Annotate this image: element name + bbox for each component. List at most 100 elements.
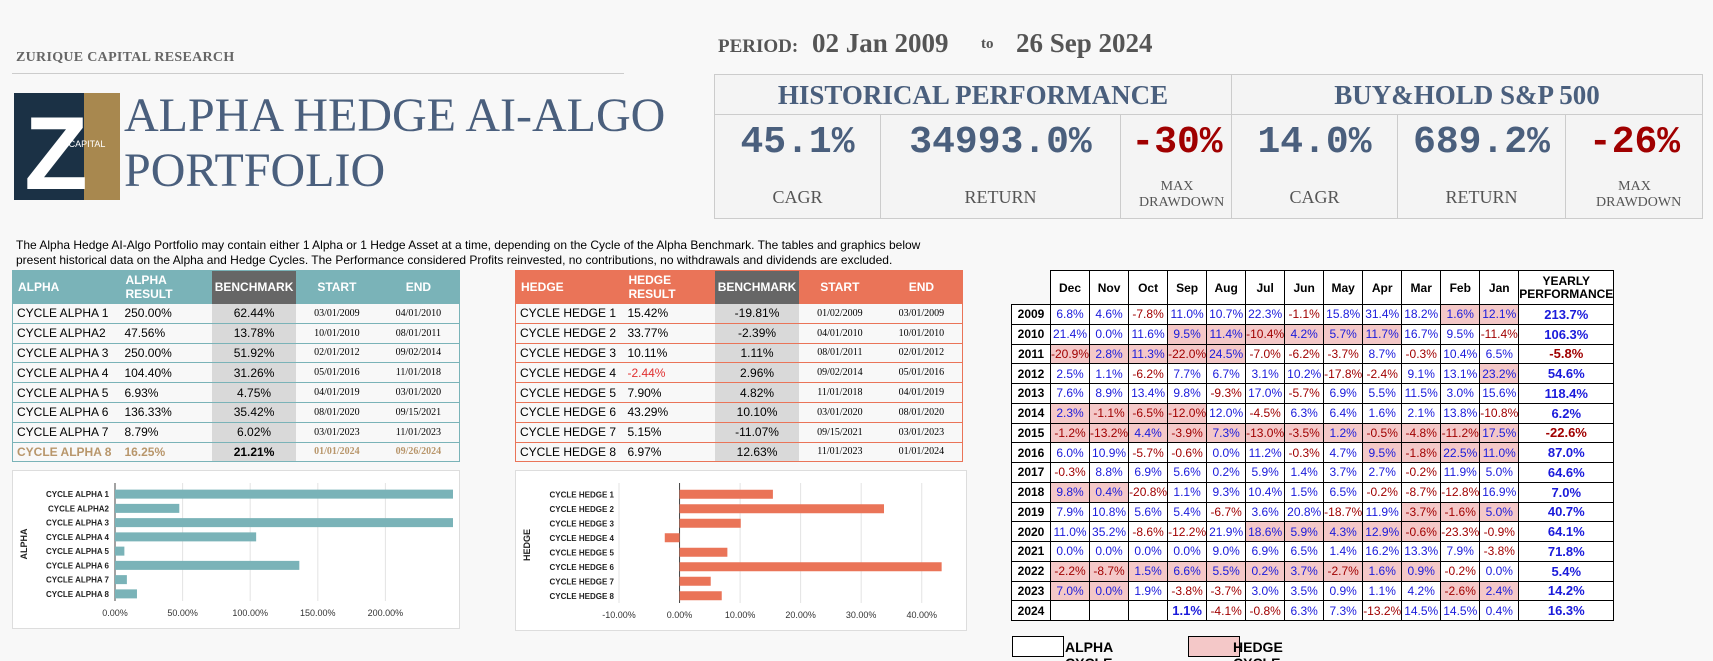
year-cell: 2015 — [1011, 422, 1051, 444]
hedge-cycle-name: CYCLE HEDGE 8 — [515, 442, 624, 463]
hedge-cycle-name: CYCLE HEDGE 3 — [515, 343, 624, 364]
historical-maxdd: -30% MAX DRAWDOWN — [1121, 115, 1233, 219]
bar-cycle-hedge-1 — [679, 489, 773, 499]
month-return-cell: 0.0% — [1089, 541, 1130, 562]
month-return-cell: -0.2% — [1401, 462, 1442, 483]
y-axis-label: ALPHA — [19, 528, 29, 559]
bar-cycle-alpha-4 — [115, 532, 257, 542]
month-return-cell: -0.5% — [1362, 422, 1403, 444]
month-return-cell: 11.7% — [1362, 323, 1403, 345]
month-return-cell: 0.4% — [1089, 481, 1130, 503]
month-return-cell: 15.6% — [1479, 383, 1520, 404]
month-header: Sep — [1167, 270, 1208, 305]
month-return-cell: 5.9% — [1284, 521, 1325, 542]
bar-cycle-hedge-7 — [679, 576, 711, 586]
monthly-row: 2018 9.8% 0.4% -20.8% 1.1% 9.3% 10.4% 1.5% 6.5% -… — [1011, 481, 1615, 503]
historical-cagr: 45.1% CAGR — [715, 115, 881, 219]
portfolio-description: The Alpha Hedge AI-Algo Portfolio may co… — [16, 238, 921, 267]
buyhold-return-value: 689.2% — [1413, 121, 1550, 164]
month-return-cell: 8.9% — [1089, 383, 1130, 404]
hedge-benchmark: 12.63% — [715, 442, 799, 463]
month-return-cell: 5.4% — [1167, 501, 1208, 523]
month-return-cell: 18.2% — [1401, 304, 1442, 325]
hedge-benchmark: -2.39% — [715, 323, 799, 344]
month-return-cell: -2.7% — [1323, 560, 1364, 582]
yearly-performance-cell: -22.6% — [1518, 422, 1615, 444]
month-return-cell: 10.7% — [1206, 304, 1247, 325]
month-return-cell: 0.0% — [1479, 560, 1520, 582]
year-cell: 2014 — [1011, 402, 1051, 424]
hedge-cycle-result: 10.11% — [623, 343, 716, 364]
month-header: Dec — [1049, 270, 1091, 305]
month-return-cell: 1.5% — [1284, 481, 1325, 503]
month-return-cell: 7.0% — [1049, 580, 1091, 602]
x-tick-label: 200.00% — [368, 608, 404, 618]
alpha-row: CYCLE ALPHA 1 250.00% 62.44% 03/01/2009 04/0… — [12, 303, 460, 324]
month-return-cell: 6.5% — [1284, 541, 1325, 562]
month-return-cell: 6.3% — [1284, 402, 1325, 424]
bar-cycle-hedge-2 — [679, 504, 885, 514]
hedge-start-date: 11/01/2018 — [799, 382, 881, 403]
month-return-cell: 0.9% — [1401, 560, 1442, 582]
hedge-cycle-name: CYCLE HEDGE 2 — [515, 323, 624, 344]
hedge-cycle-result: -2.44% — [623, 362, 716, 384]
category-label: CYCLE ALPHA 8 — [46, 590, 110, 599]
month-return-cell: -3.5% — [1284, 422, 1325, 444]
month-return-cell: 5.9% — [1245, 462, 1286, 483]
x-tick-label: 50.00% — [167, 608, 198, 618]
month-return-cell: 1.4% — [1323, 541, 1364, 562]
category-label: CYCLE HEDGE 7 — [550, 577, 615, 586]
month-return-cell: 10.4% — [1245, 481, 1286, 503]
year-cell: 2022 — [1011, 560, 1051, 582]
month-return-cell: 22.3% — [1245, 304, 1286, 325]
col-header-hedge: HEDGE — [515, 270, 624, 304]
month-return-cell: 6.7% — [1206, 363, 1247, 384]
month-return-cell: 4.7% — [1323, 442, 1364, 463]
buyhold-return: 689.2% RETURN — [1398, 115, 1566, 219]
hedge-end-date: 04/01/2019 — [880, 382, 963, 403]
month-return-cell: 1.9% — [1128, 580, 1169, 602]
monthly-row: 2020 11.0% 35.2% -8.6% -12.2% 21.9% 18.6% 5.9% 4… — [1011, 521, 1615, 542]
hedge-start-date: 04/01/2010 — [799, 323, 881, 344]
col-header-alpha-result: ALPHA RESULT — [120, 270, 213, 304]
month-return-cell: 10.4% — [1440, 343, 1481, 365]
month-return-cell: 3.6% — [1245, 501, 1286, 523]
alpha-cycle-name: CYCLE ALPHA 3 — [12, 343, 121, 364]
hedge-cycles-table: HEDGE HEDGE RESULT BENCHMARK START END C… — [515, 270, 963, 463]
month-return-cell: -20.9% — [1049, 343, 1091, 365]
alpha-row: CYCLE ALPHA 8 16.25% 21.21% 01/01/2024 09/26… — [12, 442, 460, 463]
yearly-performance-cell: 14.2% — [1518, 580, 1615, 602]
category-label: CYCLE ALPHA 5 — [46, 547, 110, 556]
hedge-row: CYCLE HEDGE 5 7.90% 4.82% 11/01/2018 04/01/2… — [515, 382, 963, 403]
historical-return-value: 34993.0% — [909, 121, 1092, 164]
alpha-end-date: 09/15/2021 — [377, 402, 460, 423]
alpha-row: CYCLE ALPHA2 47.56% 13.78% 10/01/2010 08/01/… — [12, 323, 460, 344]
month-return-cell: -8.6% — [1128, 521, 1169, 542]
month-return-cell: 6.4% — [1323, 402, 1364, 424]
month-return-cell: 2.4% — [1479, 580, 1520, 602]
month-return-cell: 10.2% — [1284, 363, 1325, 384]
month-return-cell: 0.4% — [1479, 600, 1520, 621]
buyhold-panel: BUY&HOLD S&P 500 14.0% CAGR 689.2% RETUR… — [1231, 74, 1703, 219]
month-return-cell: -3.8% — [1167, 580, 1208, 602]
yearly-performance-cell: 87.0% — [1518, 442, 1615, 463]
yearly-performance-header: YEARLY PERFORMANCE — [1518, 270, 1615, 305]
month-return-cell: -22.0% — [1167, 343, 1208, 365]
month-return-cell: -17.8% — [1323, 363, 1364, 384]
month-return-cell: -12.2% — [1167, 521, 1208, 542]
month-return-cell: 0.0% — [1049, 541, 1091, 562]
alpha-bar-chart: 0.00% 50.00% 100.00% 150.00% 200.00% CYCLE AL… — [12, 470, 460, 629]
month-return-cell: 0.9% — [1323, 580, 1364, 602]
yearly-performance-cell: 5.4% — [1518, 560, 1615, 582]
month-return-cell — [1089, 600, 1130, 621]
hedge-cycle-result: 33.77% — [623, 323, 716, 344]
hedge-row: CYCLE HEDGE 2 33.77% -2.39% 04/01/2010 10/01… — [515, 323, 963, 344]
alpha-start-date: 08/01/2020 — [296, 402, 378, 423]
historical-return-label: RETURN — [964, 187, 1037, 207]
month-return-cell: 8.8% — [1089, 462, 1130, 483]
bar-cycle-hedge-3 — [679, 518, 741, 528]
month-return-cell: -3.9% — [1167, 422, 1208, 444]
category-label: CYCLE HEDGE 3 — [550, 519, 615, 528]
month-return-cell: -3.7% — [1206, 580, 1247, 602]
monthly-header-row: Dec Nov Oct Sep Aug Jul Jun May Apr Mar Feb Jan YEAR… — [1012, 270, 1615, 305]
